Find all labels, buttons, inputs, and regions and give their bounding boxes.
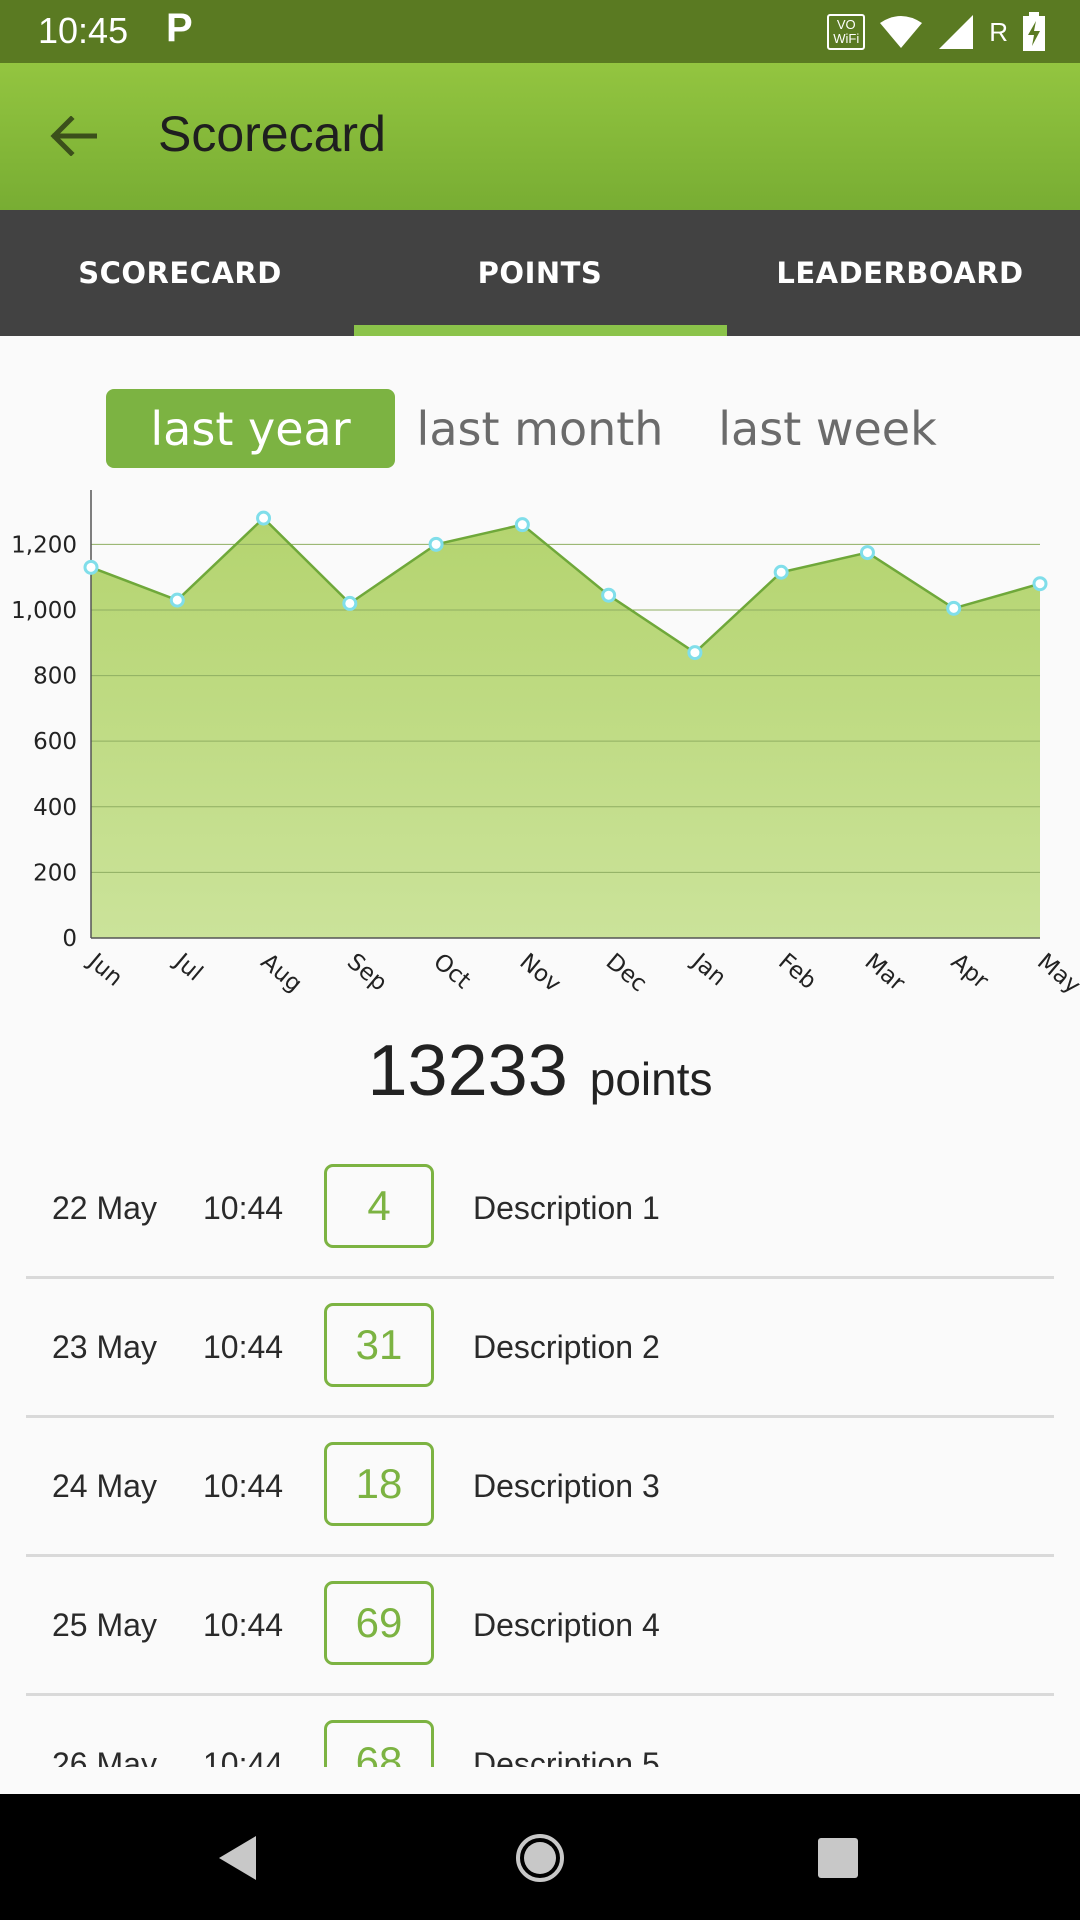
- tab-bar: SCORECARD POINTS LEADERBOARD: [0, 210, 1080, 336]
- status-bar: 10:45 P VO WiFi R: [0, 0, 1080, 63]
- y-tick-label: 1,000: [11, 598, 77, 624]
- chart-point: [428, 536, 444, 552]
- entry-description: Description 2: [473, 1329, 660, 1365]
- nav-home-button[interactable]: [508, 1826, 572, 1890]
- list-item[interactable]: 26 May 10:44 68 Description 5: [26, 1696, 1054, 1767]
- points-list: 22 May 10:44 4 Description 1 23 May 10:4…: [0, 1140, 1080, 1767]
- status-time: 10:45: [38, 10, 129, 51]
- entry-date: 23 May: [52, 1329, 157, 1365]
- x-tick-label: Feb: [773, 949, 821, 995]
- entry-points-badge: 18: [324, 1442, 434, 1526]
- y-tick-label: 1,200: [11, 532, 77, 558]
- period-last-month-button[interactable]: last month: [416, 401, 664, 456]
- period-last-week-button[interactable]: last week: [718, 401, 937, 456]
- points-total: 13233 points: [0, 1030, 1080, 1112]
- entry-points-badge: 69: [324, 1581, 434, 1665]
- list-item[interactable]: 22 May 10:44 4 Description 1: [26, 1140, 1054, 1279]
- tab-scorecard[interactable]: SCORECARD: [78, 256, 282, 290]
- chart-point: [946, 600, 962, 616]
- y-tick-label: 600: [33, 729, 77, 755]
- x-tick-label: Dec: [601, 949, 652, 998]
- page-title: Scorecard: [158, 106, 386, 162]
- period-selector: last year last month last week: [0, 389, 1080, 468]
- chart-area-fill: [91, 518, 1040, 938]
- x-tick-label: May: [1032, 949, 1080, 999]
- y-tick-label: 200: [33, 860, 77, 886]
- period-last-year-button[interactable]: last year: [106, 389, 395, 468]
- entry-date: 24 May: [52, 1468, 157, 1504]
- app-bar: Scorecard: [0, 63, 1080, 210]
- list-item[interactable]: 25 May 10:44 69 Description 4: [26, 1557, 1054, 1696]
- chart-point: [687, 645, 703, 661]
- entry-description: Description 5: [473, 1746, 660, 1767]
- chart-point: [773, 564, 789, 580]
- y-tick-label: 400: [33, 795, 77, 821]
- entry-time: 10:44: [203, 1329, 284, 1365]
- x-tick-label: Oct: [428, 949, 475, 994]
- home-circle-icon: [516, 1834, 564, 1882]
- recents-square-icon: [818, 1838, 858, 1878]
- chart-point: [83, 559, 99, 575]
- entry-description: Description 4: [473, 1607, 660, 1643]
- area-chart: 0 200 400 600 800 1,000 1,200 Jun Jul Aug Sep Oct No…: [11, 490, 1080, 999]
- cell-signal-icon: [939, 15, 974, 49]
- entry-description: Description 1: [473, 1190, 660, 1226]
- status-icons: VO WiFi R: [827, 10, 1046, 54]
- x-tick-label: Jan: [686, 947, 731, 991]
- chart-point: [601, 587, 617, 603]
- wifi-icon: [880, 16, 923, 48]
- entry-description: Description 3: [473, 1468, 660, 1504]
- x-tick-label: Nov: [515, 949, 566, 998]
- x-tick-label: Jun: [82, 947, 128, 991]
- chart-series-line: [90, 516, 1041, 655]
- total-points-value: 13233: [367, 1031, 568, 1111]
- vowifi-icon: VO WiFi: [827, 14, 866, 50]
- chart-point: [169, 592, 185, 608]
- entry-points-badge: 4: [324, 1164, 434, 1248]
- total-points-unit: points: [589, 1053, 713, 1105]
- vowifi-bottom-text: WiFi: [833, 31, 860, 46]
- x-tick-label: Apr: [946, 949, 994, 995]
- active-tab-indicator: [354, 325, 727, 336]
- notification-p-icon: P: [166, 6, 193, 50]
- nav-recents-button[interactable]: [806, 1826, 870, 1890]
- tab-leaderboard[interactable]: LEADERBOARD: [776, 256, 1024, 290]
- entry-time: 10:44: [203, 1468, 284, 1504]
- vowifi-top-text: VO: [836, 17, 856, 32]
- entry-date: 22 May: [52, 1190, 157, 1226]
- entry-points-badge: 31: [324, 1303, 434, 1387]
- battery-charging-icon: [1023, 12, 1045, 51]
- entry-points-badge: 68: [324, 1720, 434, 1767]
- back-button[interactable]: [40, 103, 106, 169]
- tab-points[interactable]: POINTS: [477, 256, 603, 290]
- y-tick-label: 800: [33, 664, 77, 690]
- chart-point: [256, 510, 272, 526]
- back-triangle-icon: [219, 1836, 256, 1880]
- y-tick-label: 0: [62, 926, 77, 952]
- entry-date: 25 May: [52, 1607, 157, 1643]
- entry-time: 10:44: [203, 1190, 284, 1226]
- list-item[interactable]: 24 May 10:44 18 Description 3: [26, 1418, 1054, 1557]
- nav-back-button[interactable]: [206, 1826, 270, 1890]
- entry-date: 26 May: [52, 1746, 157, 1767]
- x-tick-label: Sep: [342, 949, 392, 997]
- chart-point: [1032, 576, 1048, 592]
- list-item[interactable]: 23 May 10:44 31 Description 2: [26, 1279, 1054, 1418]
- system-nav-bar: [0, 1794, 1080, 1920]
- x-tick-label: Mar: [860, 949, 910, 997]
- arrow-back-icon: [50, 116, 97, 156]
- entry-time: 10:44: [203, 1746, 284, 1767]
- entry-time: 10:44: [203, 1607, 284, 1643]
- roaming-indicator: R: [989, 16, 1008, 47]
- chart-point: [514, 517, 530, 533]
- chart-point: [859, 545, 875, 561]
- points-chart: 0 200 400 600 800 1,000 1,200 Jun Jul Aug Sep Oct No…: [0, 490, 1080, 1010]
- x-tick-label: Aug: [256, 949, 307, 998]
- chart-point: [342, 595, 358, 611]
- x-tick-label: Jul: [168, 947, 208, 986]
